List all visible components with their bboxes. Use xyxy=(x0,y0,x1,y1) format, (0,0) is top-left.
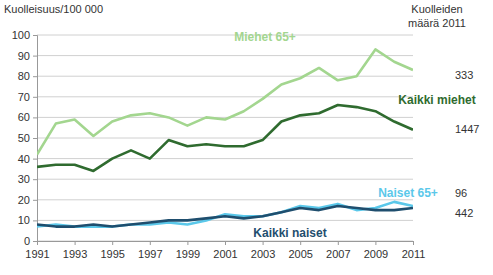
tick: 0 xyxy=(24,235,37,247)
tick: 1995 xyxy=(100,241,124,260)
tick: 1991 xyxy=(25,241,49,260)
tick-mark xyxy=(33,138,37,139)
tick-mark xyxy=(338,241,339,245)
series-line xyxy=(37,105,413,171)
tick: 70 xyxy=(18,91,37,103)
grid-line xyxy=(37,96,413,97)
grid-line xyxy=(37,179,413,180)
series-line xyxy=(37,206,413,227)
grid-line xyxy=(37,117,413,118)
series-label: Naiset 65+ xyxy=(378,186,438,200)
tick-mark xyxy=(33,97,37,98)
x-axis: 1991 1993 1995 1997 1999 2001 2003 2005 2007 2009… xyxy=(25,241,425,260)
tick: 20 xyxy=(18,194,37,206)
series-line xyxy=(37,49,413,154)
tick-label: 2001 xyxy=(213,248,237,260)
tick: 40 xyxy=(18,153,37,165)
tick-mark xyxy=(33,56,37,57)
grid-line xyxy=(37,220,413,221)
tick: 1999 xyxy=(176,241,200,260)
y-axis: 0 10 20 30 40 50 60 70 80 90 100 xyxy=(12,29,38,247)
tick-label: 80 xyxy=(18,70,30,82)
tick: 80 xyxy=(18,70,37,82)
death-count: 333 xyxy=(455,69,473,81)
series-label: Kaikki miehet xyxy=(398,93,475,107)
tick-label: 90 xyxy=(18,50,30,62)
grid xyxy=(37,35,413,241)
tick: 2005 xyxy=(288,241,312,260)
tick: 50 xyxy=(18,132,37,144)
tick: 2009 xyxy=(364,241,388,260)
tick-mark xyxy=(112,241,113,245)
tick-mark xyxy=(37,241,38,245)
lines xyxy=(37,49,413,226)
grid-line xyxy=(37,199,413,200)
tick: 1997 xyxy=(138,241,162,260)
grid-line xyxy=(37,158,413,159)
tick-mark xyxy=(150,241,151,245)
chart: 0102030405060708090100199119931995199719… xyxy=(0,0,493,275)
tick-mark xyxy=(33,117,37,118)
tick-mark xyxy=(225,241,226,245)
tick-label: 2007 xyxy=(326,248,350,260)
axis-line xyxy=(33,36,38,242)
grid-line xyxy=(37,35,413,36)
tick-mark xyxy=(33,35,37,36)
tick-label: 40 xyxy=(18,153,30,165)
tick-mark xyxy=(33,76,37,77)
tick: 10 xyxy=(18,214,37,226)
series-label: Kaikki naiset xyxy=(253,226,326,240)
series-line xyxy=(37,202,413,227)
series-label: Miehet 65+ xyxy=(234,30,296,44)
tick: 2001 xyxy=(213,241,237,260)
tick-label: 30 xyxy=(18,173,30,185)
tick: 30 xyxy=(18,173,37,185)
tick-label: 60 xyxy=(18,111,30,123)
tick-mark xyxy=(33,241,37,242)
tick-label: 2011 xyxy=(402,248,426,260)
tick-label: 1993 xyxy=(63,248,87,260)
tick: 2003 xyxy=(251,241,275,260)
grid-line xyxy=(37,138,413,139)
tick-mark xyxy=(187,241,188,245)
tick: 60 xyxy=(18,111,37,123)
tick: 2011 xyxy=(402,241,426,260)
tick-label: 0 xyxy=(24,235,30,247)
tick-label: 1997 xyxy=(138,248,162,260)
tick-label: 2003 xyxy=(251,248,275,260)
tick-mark xyxy=(33,200,37,201)
tick: 1993 xyxy=(63,241,87,260)
death-count: 96 xyxy=(455,187,467,199)
tick-mark xyxy=(75,241,76,245)
tick-label: 2005 xyxy=(288,248,312,260)
tick-label: 2009 xyxy=(364,248,388,260)
tick-mark xyxy=(300,241,301,245)
tick: 2007 xyxy=(326,241,350,260)
tick-label: 50 xyxy=(18,132,30,144)
tick-mark xyxy=(413,241,414,245)
tick-label: 1991 xyxy=(25,248,49,260)
tick-label: 1995 xyxy=(100,248,124,260)
tick-label: 100 xyxy=(12,29,30,41)
tick-mark xyxy=(33,159,37,160)
death-count: 442 xyxy=(455,207,473,219)
tick: 100 xyxy=(12,29,37,41)
grid-line xyxy=(37,55,413,56)
annotation: Kuolleidenmäärä 2011 xyxy=(408,3,466,29)
axis-line xyxy=(38,242,414,246)
tick-label: 70 xyxy=(18,91,30,103)
tick-mark xyxy=(375,241,376,245)
tick-label: 10 xyxy=(18,214,30,226)
tick-mark xyxy=(263,241,264,245)
tick-label: 20 xyxy=(18,194,30,206)
death-count: 1447 xyxy=(455,123,479,135)
tick-mark xyxy=(33,179,37,180)
tick-mark xyxy=(33,220,37,221)
tick-label: 1999 xyxy=(176,248,200,260)
axis-title: Kuolleisuus/100 000 xyxy=(4,3,103,15)
tick: 90 xyxy=(18,50,37,62)
